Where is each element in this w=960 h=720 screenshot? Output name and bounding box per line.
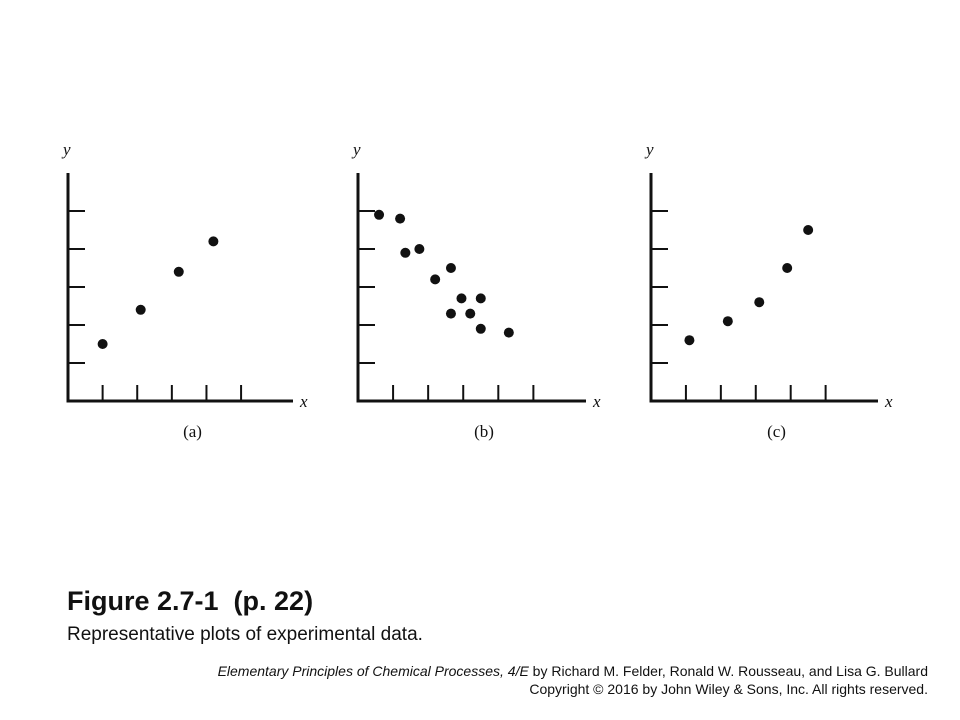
- plot-b-point-11: [475, 323, 486, 334]
- plot-c-point-3: [754, 297, 765, 308]
- plot-c-point-2: [722, 316, 733, 327]
- plot-b-point-1: [374, 209, 385, 220]
- plot-b-y-axis-label: y: [351, 140, 361, 159]
- plot-c-point-5: [803, 225, 814, 235]
- figure-caption: Representative plots of experimental dat…: [67, 624, 423, 645]
- plot-b-point-10: [475, 293, 486, 304]
- plot-b: x y (b): [351, 140, 601, 441]
- plot-b-point-5: [430, 274, 441, 285]
- plot-b-point-6: [445, 263, 456, 273]
- credit-line: Elementary Principles of Chemical Proces…: [218, 662, 928, 698]
- plot-c-y-axis-label: y: [644, 140, 654, 159]
- plot-c-point-4: [782, 263, 793, 273]
- plot-b-point-4: [414, 244, 425, 254]
- plot-b-point-2: [395, 213, 406, 224]
- plot-c: x y (c): [644, 140, 893, 441]
- copyright-notice: Copyright © 2016 by John Wiley & Sons, I…: [529, 681, 928, 697]
- figure-title: Figure 2.7-1 (p. 22): [67, 586, 314, 616]
- plot-a-point-1: [97, 339, 108, 349]
- plot-c-x-axis-label: x: [884, 392, 893, 411]
- plot-a-panel-label: (a): [183, 422, 202, 441]
- plot-c-point-1: [684, 335, 695, 346]
- plot-b-point-12: [503, 327, 514, 338]
- plot-a-point-4: [208, 236, 219, 247]
- plot-b-x-axis-label: x: [592, 392, 601, 411]
- book-authors: by Richard M. Felder, Ronald W. Rousseau…: [528, 663, 928, 679]
- plot-b-panel-label: (b): [474, 422, 494, 441]
- plot-b-point-9: [465, 308, 476, 319]
- plot-c-panel-label: (c): [767, 422, 786, 441]
- plot-b-point-3: [400, 247, 411, 258]
- plot-a-x-axis-label: x: [299, 392, 308, 411]
- plot-a-point-3: [173, 266, 184, 277]
- scatter-plots-figure: x y (a) x y (b) x y (c): [61, 140, 893, 441]
- book-title: Elementary Principles of Chemical Proces…: [217, 663, 529, 679]
- plot-a: x y (a): [61, 140, 308, 441]
- plot-b-point-7: [445, 308, 456, 319]
- plot-b-point-8: [456, 293, 467, 304]
- plot-a-point-2: [135, 304, 146, 315]
- plot-a-y-axis-label: y: [61, 140, 71, 159]
